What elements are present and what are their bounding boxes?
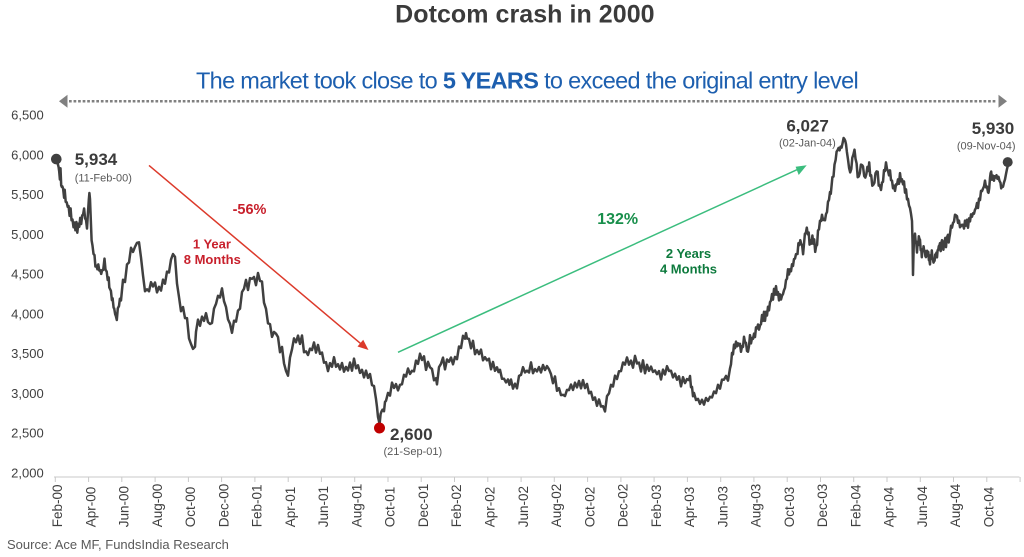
svg-text:3,000: 3,000 <box>11 386 44 401</box>
svg-text:1 Year: 1 Year <box>193 236 231 251</box>
svg-text:Source: Ace MF, FundsIndia Res: Source: Ace MF, FundsIndia Research <box>7 537 229 552</box>
svg-text:Feb-04: Feb-04 <box>848 484 863 527</box>
svg-text:Dotcom crash in 2000: Dotcom crash in 2000 <box>395 1 654 29</box>
svg-text:Apr-02: Apr-02 <box>483 487 498 528</box>
svg-text:5,000: 5,000 <box>11 227 44 242</box>
svg-text:Aug-04: Aug-04 <box>948 483 963 527</box>
svg-text:(11-Feb-00): (11-Feb-00) <box>75 173 132 185</box>
svg-text:Oct-00: Oct-00 <box>183 487 198 528</box>
svg-text:Dec-01: Dec-01 <box>416 484 431 528</box>
svg-text:(21-Sep-01): (21-Sep-01) <box>384 446 443 458</box>
svg-text:Feb-03: Feb-03 <box>649 485 664 528</box>
svg-text:Oct-02: Oct-02 <box>582 487 597 528</box>
svg-text:Jun-04: Jun-04 <box>915 486 930 528</box>
svg-text:-56%: -56% <box>233 202 267 218</box>
svg-text:8 Months: 8 Months <box>184 252 241 267</box>
svg-text:Feb-02: Feb-02 <box>449 485 464 528</box>
svg-text:2,500: 2,500 <box>11 426 44 441</box>
svg-text:Oct-03: Oct-03 <box>782 487 797 528</box>
svg-text:Apr-04: Apr-04 <box>882 486 897 527</box>
svg-text:Apr-01: Apr-01 <box>283 487 298 528</box>
svg-text:4,500: 4,500 <box>11 267 44 282</box>
svg-text:6,500: 6,500 <box>11 108 44 123</box>
svg-text:Jun-02: Jun-02 <box>516 486 531 527</box>
svg-text:Aug-02: Aug-02 <box>549 484 564 528</box>
svg-text:Aug-03: Aug-03 <box>749 484 764 528</box>
svg-text:3,500: 3,500 <box>11 346 44 361</box>
svg-text:4,000: 4,000 <box>11 306 44 321</box>
svg-text:Aug-00: Aug-00 <box>150 484 165 528</box>
svg-text:Jun-03: Jun-03 <box>715 486 730 527</box>
svg-text:Jun-00: Jun-00 <box>117 486 132 527</box>
svg-text:Jun-01: Jun-01 <box>316 486 331 527</box>
svg-text:(02-Jan-04): (02-Jan-04) <box>779 138 836 150</box>
svg-text:6,000: 6,000 <box>11 147 44 162</box>
svg-text:The market took close to 5 YEA: The market took close to 5 YEARS to exce… <box>196 68 858 94</box>
svg-text:6,027: 6,027 <box>786 117 829 136</box>
svg-text:2,000: 2,000 <box>11 465 44 480</box>
svg-text:5,500: 5,500 <box>11 187 44 202</box>
svg-text:5,930: 5,930 <box>972 119 1015 138</box>
svg-text:5,934: 5,934 <box>75 150 118 169</box>
svg-text:Dec-00: Dec-00 <box>216 484 231 528</box>
svg-text:2 Years: 2 Years <box>666 246 711 261</box>
svg-text:4 Months: 4 Months <box>660 262 717 277</box>
svg-text:Dec-02: Dec-02 <box>616 484 631 528</box>
svg-text:Apr-00: Apr-00 <box>83 487 98 528</box>
svg-text:2,600: 2,600 <box>390 425 433 444</box>
svg-text:Feb-00: Feb-00 <box>50 485 65 528</box>
svg-text:Feb-01: Feb-01 <box>250 485 265 528</box>
svg-text:Oct-04: Oct-04 <box>982 486 997 527</box>
svg-text:Aug-01: Aug-01 <box>349 484 364 528</box>
svg-text:Oct-01: Oct-01 <box>383 487 398 528</box>
svg-text:Dec-03: Dec-03 <box>815 484 830 528</box>
svg-text:132%: 132% <box>597 211 638 228</box>
svg-text:Apr-03: Apr-03 <box>682 487 697 528</box>
svg-text:(09-Nov-04): (09-Nov-04) <box>957 141 1016 153</box>
